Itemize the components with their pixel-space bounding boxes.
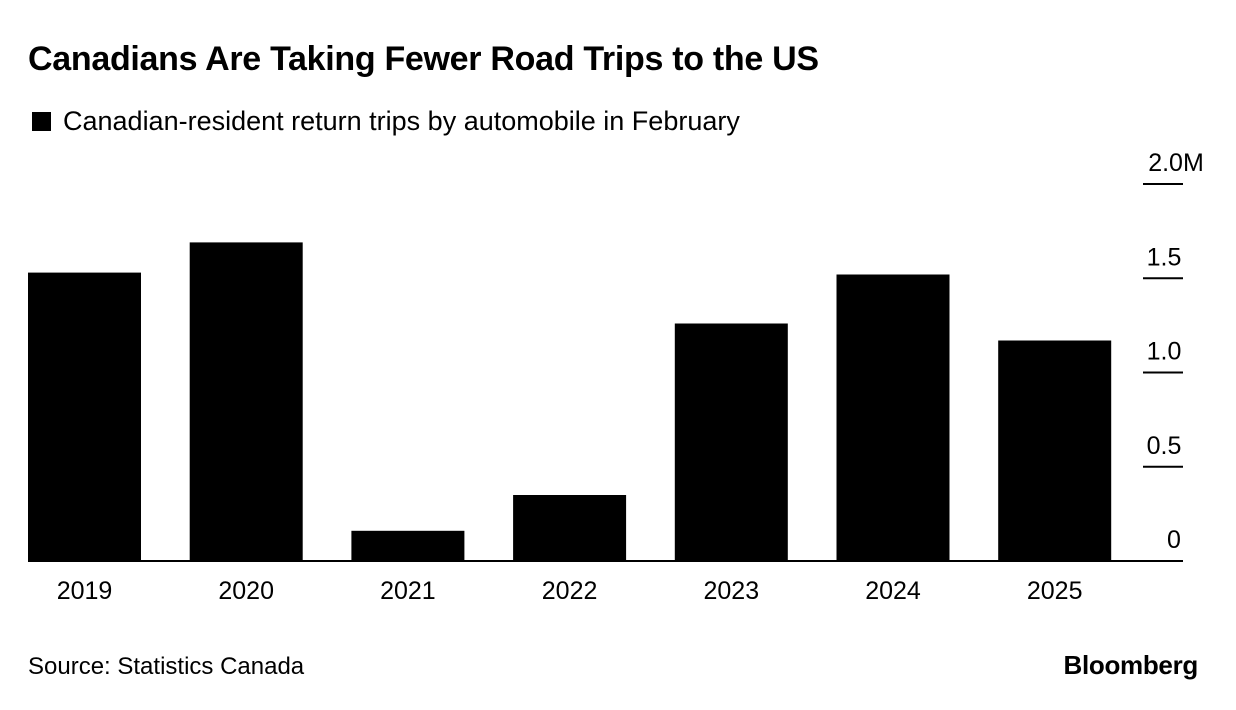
x-tick-label: 2024	[865, 577, 921, 605]
y-tick-label: 1.0	[1147, 338, 1182, 366]
y-tick-label: 0.5	[1147, 432, 1182, 460]
bar-2021	[351, 530, 465, 561]
bar-2023	[674, 323, 788, 561]
x-tick-label: 2021	[380, 577, 436, 605]
x-tick-label: 2022	[542, 577, 598, 605]
bar-2024	[836, 274, 950, 561]
y-tick-label: 0	[1167, 526, 1181, 554]
bar-2025	[998, 340, 1112, 561]
bar-2022	[513, 495, 627, 561]
y-tick-label: 2.0M	[1148, 149, 1204, 177]
x-tick-label: 2019	[57, 577, 113, 605]
legend-label: Canadian-resident return trips by automo…	[63, 106, 740, 136]
bloomberg-logo: Bloomberg	[1063, 650, 1198, 680]
bar-2020	[189, 242, 303, 561]
x-tick-label: 2023	[703, 577, 759, 605]
legend-swatch	[32, 112, 51, 131]
x-tick-label: 2020	[218, 577, 274, 605]
x-tick-label: 2025	[1027, 577, 1083, 605]
y-tick-label: 1.5	[1147, 243, 1182, 271]
chart-title: Canadians Are Taking Fewer Road Trips to…	[28, 40, 819, 78]
bar-2019	[28, 272, 141, 561]
legend: Canadian-resident return trips by automo…	[32, 106, 740, 137]
source-note: Source: Statistics Canada	[28, 653, 305, 680]
